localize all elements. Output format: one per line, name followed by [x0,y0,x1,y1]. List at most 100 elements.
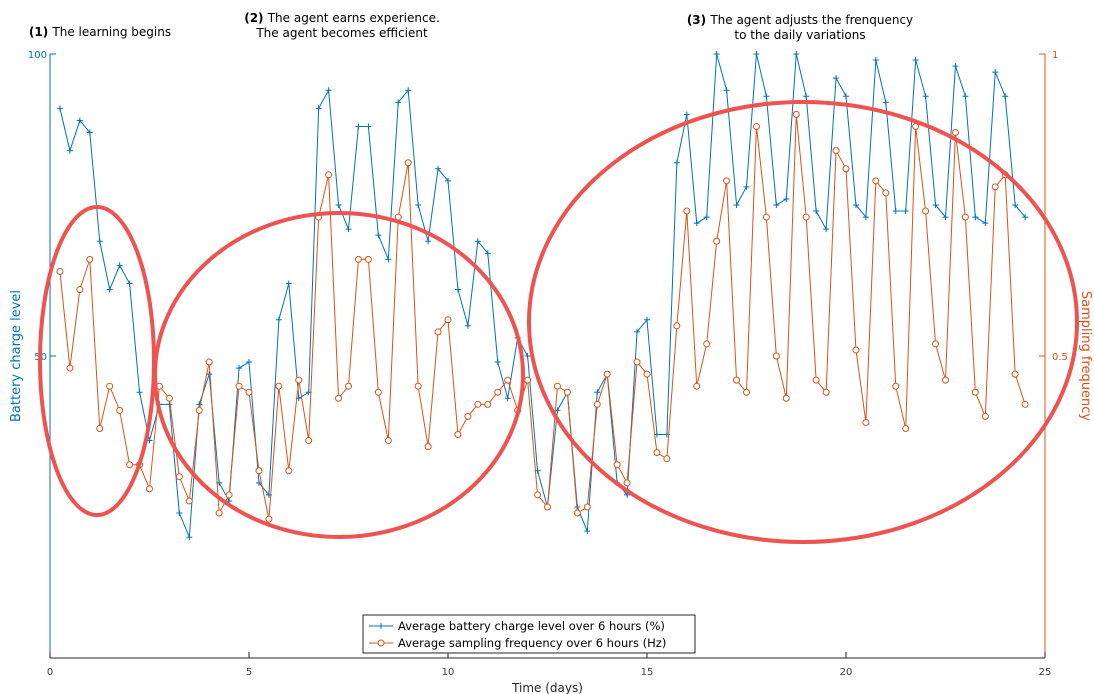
data-point [634,328,641,335]
annotation-text: to the daily variations [734,28,865,42]
highlight-ellipse [153,211,525,539]
data-point [843,93,849,100]
data-point [961,213,969,221]
data-point [852,202,859,208]
data-point [703,214,710,221]
data-point [982,220,989,227]
data-point [951,129,959,137]
data-point [772,352,780,360]
data-point [942,214,949,221]
data-point [743,183,750,190]
data-point [404,159,412,167]
data-point [981,412,989,420]
legend-entry-1: Average battery charge level over 6 hour… [369,619,665,633]
data-point [245,388,253,396]
data-point [673,322,681,330]
data-point [166,401,173,408]
data-point [683,207,691,215]
annotation-1: (1) The learning begins [29,25,171,39]
data-point [285,467,293,475]
annotation-text: (1) The learning begins [29,25,171,39]
data-point [912,122,920,130]
legend-label: Average battery charge level over 6 hour… [398,619,665,633]
data-point [1011,370,1019,378]
y-left-tick-label: 100 [28,50,47,61]
data-point [275,382,283,390]
data-point [762,213,770,221]
data-point [862,214,869,221]
legend: Average battery charge level over 6 hour… [362,614,696,654]
annotation-number: (1) [29,25,53,39]
data-point [395,99,402,106]
legend-entry-2: Average sampling frequency over 6 hours … [369,636,666,650]
data-point [186,534,193,541]
data-point [66,147,73,154]
data-point [504,395,511,402]
data-point [573,509,581,517]
data-point [246,359,252,366]
data-point [365,123,372,130]
data-point [196,401,203,408]
data-point [205,358,213,366]
data-point [415,202,422,208]
data-point [126,280,133,287]
data-point [892,208,899,215]
data-point [225,491,233,499]
data-point [335,394,343,402]
data-point [743,388,750,396]
data-point [663,455,671,463]
data-point [56,267,64,275]
data-point [683,111,690,118]
data-point [783,195,790,202]
data-point [165,394,173,402]
data-point [96,238,103,245]
legend-label: Average sampling frequency over 6 hours … [398,636,666,650]
data-point [474,238,481,245]
data-point [66,364,74,372]
data-point [563,388,571,396]
data-point [633,358,641,366]
data-point [445,177,451,184]
series-layer [56,51,1029,541]
data-point [932,340,940,348]
data-point [374,388,382,396]
data-point [842,165,850,173]
data-point [106,286,113,293]
data-point [464,322,471,329]
data-point [583,503,591,511]
data-point [126,461,134,469]
data-point [405,87,412,94]
data-point [524,376,532,384]
data-point [176,510,183,517]
annotations: (1) The learning begins (2) The agent ear… [29,11,913,42]
data-point [56,105,63,112]
data-point [713,237,721,245]
data-point [673,159,680,166]
data-point [494,388,502,396]
data-point [86,255,94,263]
data-point [733,202,740,208]
legend-marker [378,623,384,629]
data-point [832,147,840,155]
data-point [146,485,153,493]
x-tick-label: 15 [641,667,654,678]
series-frequency [56,110,1029,523]
data-point [972,214,979,221]
data-point [464,412,472,420]
data-point [106,382,114,390]
highlight-ellipses [38,100,1079,544]
data-point [553,382,561,390]
data-point [325,171,333,179]
data-point [255,467,263,475]
data-point [285,280,292,287]
data-point [782,394,790,402]
data-point [833,75,840,82]
data-point [236,365,243,372]
data-point [902,208,909,215]
data-point [802,213,810,221]
data-point [425,238,432,245]
data-point [793,51,800,57]
data-point [494,359,501,366]
